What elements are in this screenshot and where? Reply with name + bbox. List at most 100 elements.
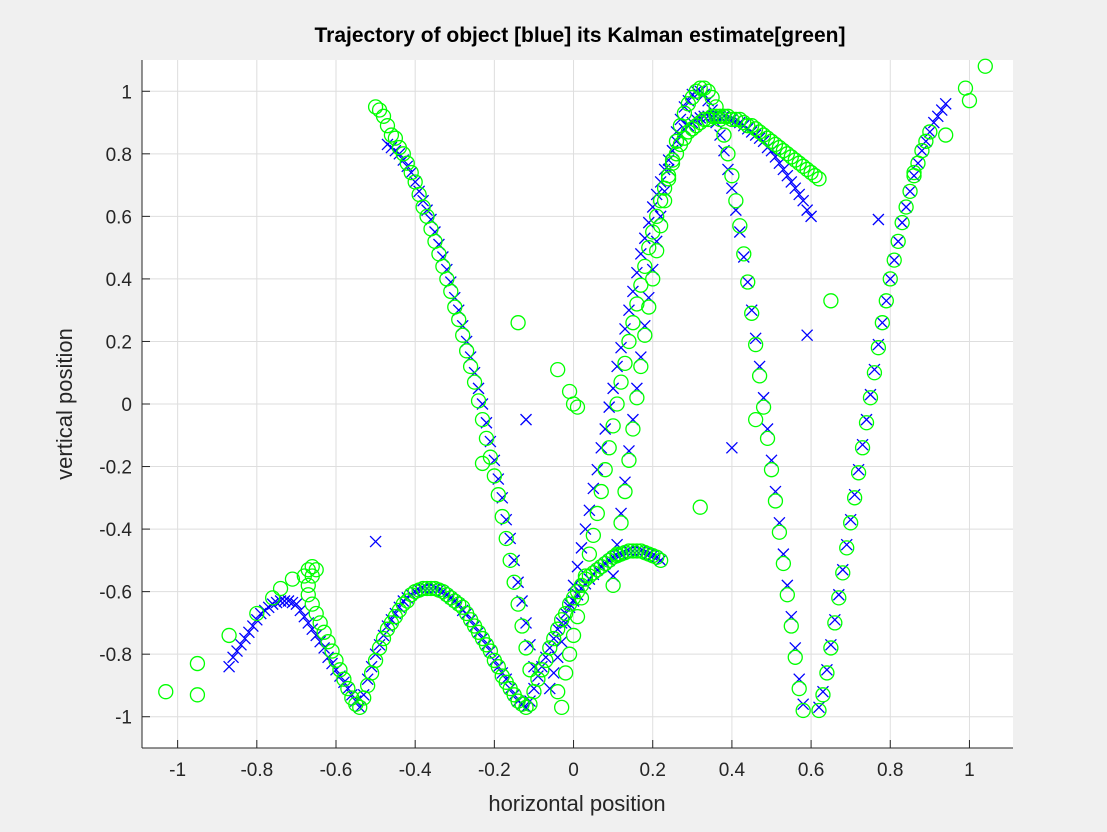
data-point xyxy=(629,390,645,406)
data-point xyxy=(763,462,780,478)
data-point xyxy=(712,111,728,128)
data-point xyxy=(625,421,641,437)
data-point xyxy=(595,441,608,454)
data-point xyxy=(546,630,562,647)
data-point xyxy=(403,587,419,603)
data-point xyxy=(238,632,251,645)
data-point xyxy=(630,266,643,279)
data-point xyxy=(775,555,792,572)
data-point xyxy=(554,699,570,715)
data-point xyxy=(716,127,732,143)
data-point xyxy=(282,595,295,607)
data-point xyxy=(504,532,517,545)
data-point xyxy=(300,577,316,594)
data-point xyxy=(294,604,307,617)
data-point xyxy=(520,413,532,426)
x-tick-label: 0.8 xyxy=(877,760,903,781)
data-point xyxy=(510,596,526,612)
data-point xyxy=(725,182,738,195)
data-point xyxy=(748,121,764,137)
data-point xyxy=(603,401,616,414)
data-point xyxy=(482,449,499,465)
data-point xyxy=(375,108,392,124)
data-point xyxy=(575,541,588,554)
data-point xyxy=(898,199,914,215)
data-point xyxy=(589,505,605,522)
data-point xyxy=(415,580,431,597)
data-point xyxy=(419,580,435,597)
data-point xyxy=(518,699,534,715)
x-tick-label: 0.2 xyxy=(640,760,666,781)
data-point xyxy=(886,252,902,268)
data-point xyxy=(413,185,426,198)
data-point xyxy=(724,111,740,128)
data-point xyxy=(597,462,613,478)
data-point xyxy=(278,595,291,607)
data-point xyxy=(724,168,740,184)
data-point xyxy=(656,193,673,209)
data-point xyxy=(542,640,558,656)
data-point xyxy=(498,530,514,547)
data-point xyxy=(615,341,628,354)
data-point xyxy=(748,336,764,353)
data-point xyxy=(664,152,681,168)
data-point xyxy=(795,702,811,719)
x-tick-label: -0.2 xyxy=(478,760,511,781)
data-point xyxy=(791,155,807,171)
data-point xyxy=(547,632,560,645)
data-point xyxy=(189,687,206,703)
data-point xyxy=(840,538,853,551)
data-point xyxy=(510,315,526,331)
data-point xyxy=(801,204,814,217)
data-point xyxy=(583,504,596,517)
data-point xyxy=(781,169,794,182)
data-point xyxy=(593,483,609,500)
y-tick-label: 0.6 xyxy=(106,207,132,228)
data-point xyxy=(795,158,811,174)
data-point xyxy=(403,164,419,181)
data-point xyxy=(789,182,802,195)
data-point xyxy=(609,396,625,412)
data-point xyxy=(304,596,320,612)
data-point xyxy=(443,283,459,300)
data-point xyxy=(827,615,843,631)
data-point xyxy=(660,171,677,187)
data-point xyxy=(645,224,661,240)
data-point xyxy=(405,166,418,179)
data-point xyxy=(902,183,918,199)
data-point xyxy=(708,108,724,124)
data-point xyxy=(310,629,323,642)
data-point xyxy=(395,596,411,612)
data-point xyxy=(771,139,788,156)
data-point xyxy=(250,613,263,626)
data-point xyxy=(626,285,639,298)
data-point xyxy=(696,111,712,128)
data-point xyxy=(474,411,491,428)
data-point xyxy=(797,698,810,711)
data-point xyxy=(235,638,247,651)
x-tick-label: 0.4 xyxy=(719,760,746,781)
data-point xyxy=(767,136,784,153)
data-point xyxy=(864,388,877,401)
data-point xyxy=(866,365,883,381)
data-point xyxy=(870,340,887,356)
data-point xyxy=(435,583,451,600)
data-point xyxy=(882,271,898,287)
data-point xyxy=(609,546,625,562)
data-point xyxy=(759,430,776,447)
data-point xyxy=(844,513,857,526)
data-point xyxy=(805,210,818,223)
data-point xyxy=(688,118,704,134)
chart-title: Trajectory of object [blue] its Kalman e… xyxy=(315,24,846,47)
data-point xyxy=(341,682,354,695)
data-point xyxy=(751,368,768,384)
data-point xyxy=(793,188,806,201)
data-point xyxy=(767,493,784,509)
data-point xyxy=(779,587,795,603)
data-point xyxy=(569,609,586,625)
data-point xyxy=(811,702,827,719)
x-tick-label: -0.6 xyxy=(320,760,353,781)
data-point xyxy=(352,699,368,715)
data-point xyxy=(751,124,768,140)
data-point xyxy=(585,565,601,581)
